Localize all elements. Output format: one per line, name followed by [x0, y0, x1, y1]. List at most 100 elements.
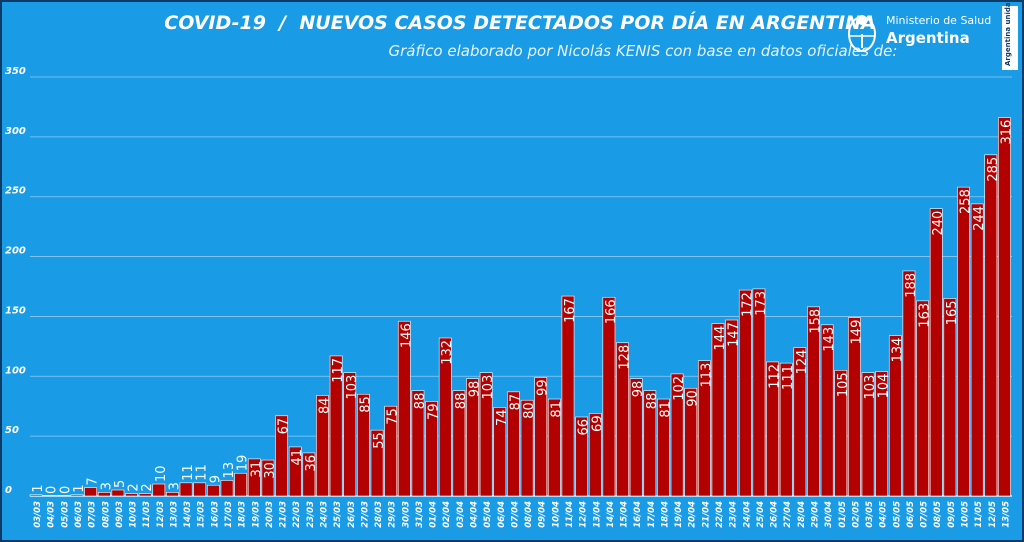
bar: [602, 296, 616, 497]
x-tick-label: 13/03: [169, 501, 179, 528]
bar: [588, 413, 602, 497]
bar: [56, 495, 70, 497]
bar: [929, 208, 943, 497]
data-label: 134: [890, 338, 905, 363]
bar: [70, 494, 84, 497]
data-label: 5: [113, 480, 128, 488]
bar: [247, 458, 261, 497]
data-label: 66: [577, 419, 592, 436]
data-label: 36: [304, 455, 319, 472]
x-tick-label: 01/04: [429, 501, 439, 528]
x-tick-label: 13/05: [1001, 501, 1011, 528]
data-label: 124: [795, 350, 810, 375]
bar: [834, 369, 848, 497]
coat-of-arms-icon: [848, 15, 876, 52]
x-tick-label: 11/04: [565, 501, 575, 528]
data-label: 81: [549, 401, 564, 418]
bar: [411, 390, 425, 497]
x-tick-label: 01/05: [838, 501, 848, 528]
data-label: 104: [877, 373, 892, 398]
x-tick-label: 29/04: [810, 501, 820, 528]
data-label: 13: [222, 462, 237, 479]
data-label: 9: [208, 475, 223, 483]
x-tick-label: 22/03: [292, 501, 302, 528]
bar: [561, 295, 575, 497]
bar: [970, 203, 984, 497]
data-label: 316: [999, 120, 1014, 145]
data-label: 19: [236, 455, 251, 472]
bar: [193, 482, 207, 497]
bar: [288, 446, 302, 497]
bar: [752, 288, 766, 497]
x-tick-label: 26/04: [770, 501, 780, 528]
x-tick-label: 11/03: [142, 501, 152, 528]
data-label: 81: [658, 401, 673, 418]
y-tick-label: 200: [5, 246, 26, 257]
x-tick-label: 06/04: [497, 501, 507, 528]
bar: [179, 482, 193, 497]
x-tick-label: 06/03: [74, 501, 84, 528]
data-label: 90: [686, 390, 701, 407]
data-label: 102: [672, 376, 687, 401]
data-label: 163: [918, 303, 933, 328]
x-tick-label: 23/04: [729, 501, 739, 528]
x-tick-label: 16/04: [633, 501, 643, 528]
bar: [807, 306, 820, 497]
x-tick-label: 19/03: [251, 501, 261, 528]
bar: [207, 484, 220, 497]
x-tick-label: 04/03: [47, 501, 57, 528]
x-tick-label: 10/04: [551, 501, 561, 528]
data-label: 2: [127, 483, 142, 491]
data-label: 244: [972, 206, 987, 231]
x-tick-label: 02/04: [442, 501, 452, 528]
bar: [575, 416, 588, 497]
argentina-unida-badge: Argentina unida: [1002, 2, 1018, 70]
x-tick-label: 09/03: [115, 501, 125, 528]
bar: [384, 405, 398, 497]
x-tick-label: 18/03: [238, 501, 248, 528]
x-tick-label: 04/05: [879, 501, 889, 528]
x-tick-label: 26/03: [347, 501, 357, 528]
x-tick-label: 07/04: [510, 501, 520, 528]
data-label: 111: [781, 365, 796, 390]
bar: [916, 300, 929, 497]
chart-subtitle: Gráfico elaborado por Nicolás KENIS con …: [388, 42, 898, 60]
data-label: 240: [931, 211, 946, 236]
bar: [43, 495, 57, 497]
bar: [125, 493, 138, 497]
y-tick-label: 0: [5, 485, 12, 496]
bar: [957, 186, 970, 497]
y-tick-label: 100: [5, 365, 26, 376]
bar: [466, 378, 479, 497]
bar: [220, 480, 234, 497]
data-label: 10: [154, 465, 169, 482]
x-tick-label: 28/04: [797, 501, 807, 528]
data-label: 1: [31, 485, 46, 493]
data-label: 55: [372, 432, 387, 449]
x-tick-label: 20/04: [688, 501, 698, 528]
x-tick-label: 31/03: [415, 501, 425, 528]
x-tick-label: 12/05: [988, 501, 998, 528]
x-tick-label: 10/05: [961, 501, 971, 528]
data-label: 167: [563, 298, 578, 323]
x-tick-label: 25/03: [333, 501, 343, 528]
bar: [329, 355, 343, 497]
bar: [316, 395, 329, 497]
x-tick-label: 17/03: [224, 501, 234, 528]
x-tick-label: 21/03: [279, 501, 289, 528]
y-tick-label: 350: [5, 66, 26, 77]
bar: [779, 362, 793, 497]
bar: [670, 373, 684, 497]
data-label: 173: [754, 291, 769, 316]
x-tick-label: 14/04: [606, 501, 616, 528]
bar: [888, 335, 902, 497]
bar: [397, 320, 411, 497]
data-label: 69: [590, 415, 605, 432]
x-tick-label: 11/05: [974, 501, 984, 528]
data-label: 258: [959, 189, 974, 214]
x-tick-label: 09/05: [947, 501, 957, 528]
x-tick-label: 20/03: [265, 501, 275, 528]
data-label: 3: [167, 482, 182, 490]
bar: [848, 317, 861, 497]
